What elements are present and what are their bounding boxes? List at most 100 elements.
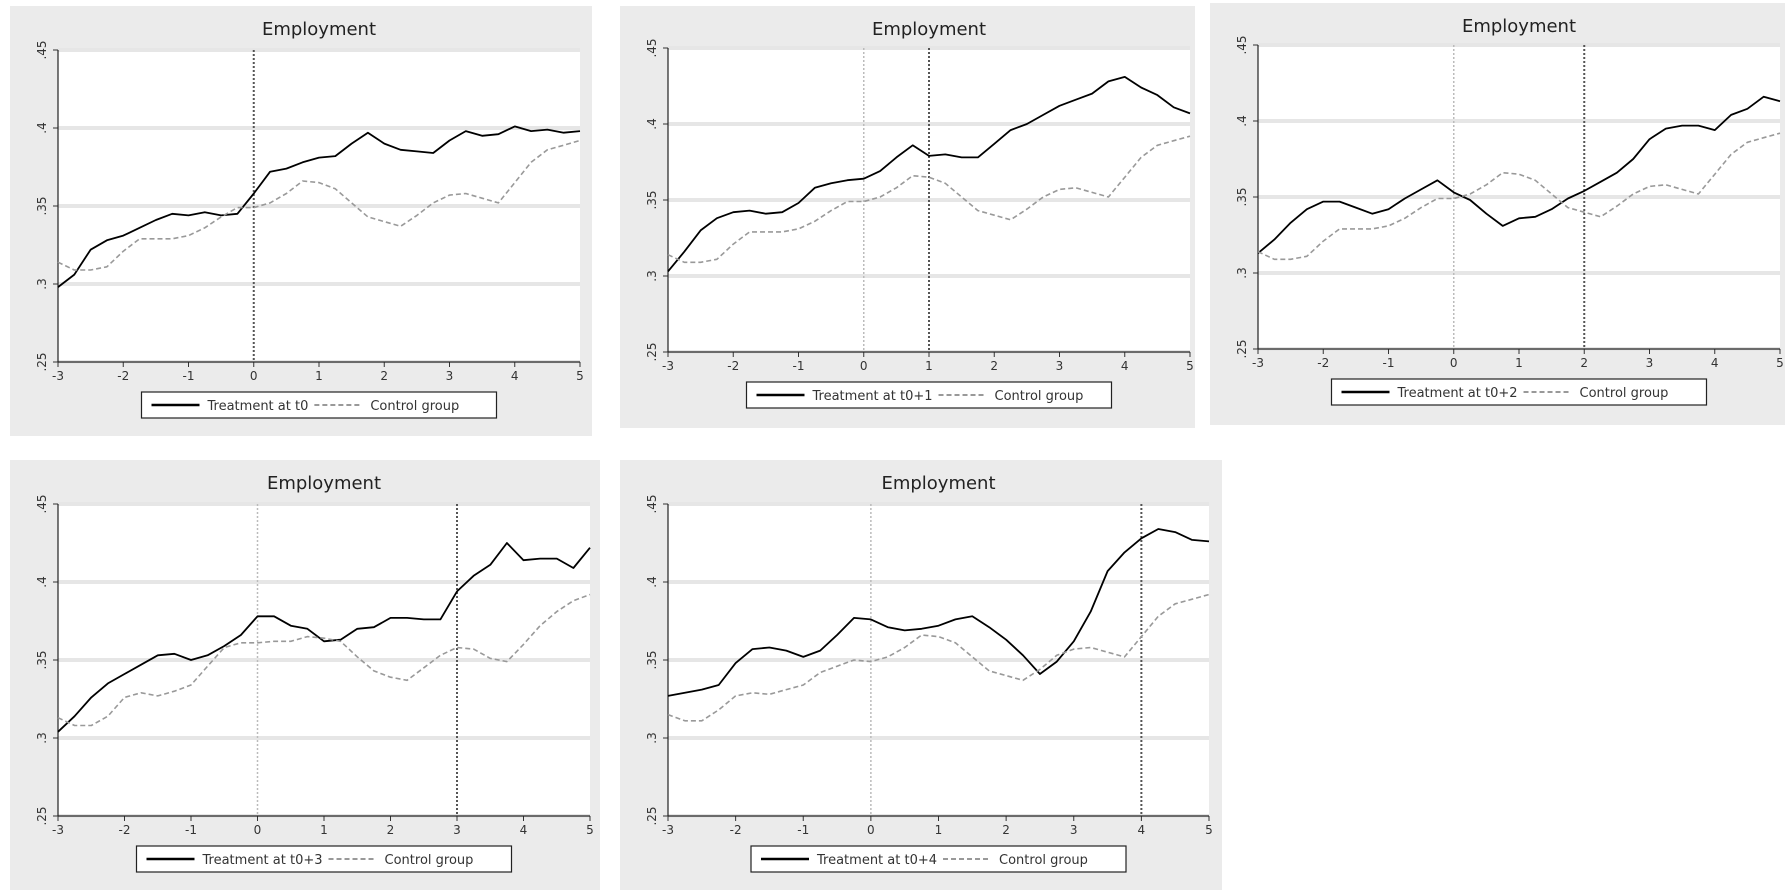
- x-tick-label: 3: [453, 823, 461, 837]
- legend-label: Treatment at t0+4: [816, 853, 937, 868]
- y-tick-label: .3: [35, 278, 49, 289]
- x-tick-label: 5: [576, 369, 584, 383]
- legend-label: Control group: [370, 399, 459, 414]
- x-tick-label: 3: [446, 369, 454, 383]
- y-tick-label: .45: [35, 40, 49, 59]
- x-tick-label: -1: [797, 823, 809, 837]
- y-tick-label: .35: [645, 650, 659, 669]
- x-tick-label: 1: [1515, 356, 1523, 370]
- x-tick-label: -2: [730, 823, 742, 837]
- x-tick-label: 0: [1450, 356, 1458, 370]
- chart-title: Employment: [262, 19, 376, 40]
- y-tick-label: .45: [645, 494, 659, 513]
- x-tick-label: 5: [1205, 823, 1213, 837]
- legend: Treatment at t0+3 Control group: [135, 845, 513, 873]
- chart-panel-employment-t0-plus-1: .25 .3 .35 .4 .45 -3 -2 -1 0 1 2 3 4 5 Employment Treat…: [620, 6, 1195, 428]
- x-tick-label: 3: [1070, 823, 1078, 837]
- chart-panel-employment-t0-plus-2: .25 .3 .35 .4 .45 -3 -2 -1 0 1 2 3 4 5 Employment Treat…: [1210, 3, 1785, 425]
- x-tick-label: 5: [1186, 359, 1194, 373]
- legend-label: Control group: [385, 853, 474, 868]
- x-tick-label: 2: [990, 359, 998, 373]
- x-tick-label: 0: [860, 359, 868, 373]
- legend: Treatment at t0+4 Control group: [750, 845, 1127, 873]
- series-line-treatment: [667, 76, 1191, 272]
- series-line-control: [1257, 132, 1781, 261]
- y-tick-label: .25: [1235, 339, 1249, 358]
- x-tick-label: 1: [320, 823, 328, 837]
- y-tick-label: .3: [1235, 267, 1249, 278]
- x-tick-label: -3: [52, 369, 64, 383]
- legend-box: [135, 845, 513, 873]
- chart-svg: .25 .3 .35 .4 .45 -3 -2 -1 0 1 2 3 4 5 Employment Treat…: [1235, 16, 1784, 406]
- x-tick-label: -3: [662, 823, 674, 837]
- x-tick-label: -2: [117, 369, 129, 383]
- chart-title: Employment: [267, 473, 381, 494]
- legend-box: [745, 381, 1113, 409]
- x-tick-label: -1: [793, 359, 805, 373]
- x-tick-label: 3: [1646, 356, 1654, 370]
- y-tick-label: .4: [35, 576, 49, 587]
- series-line-treatment: [57, 542, 591, 733]
- y-tick-label: .3: [645, 270, 659, 281]
- x-tick-label: 4: [1138, 823, 1146, 837]
- y-tick-label: .3: [645, 732, 659, 743]
- legend: Treatment at t0+2 Control group: [1330, 378, 1708, 406]
- y-tick-label: .35: [1235, 187, 1249, 206]
- y-tick-label: .25: [35, 806, 49, 825]
- x-tick-label: -1: [185, 823, 197, 837]
- legend-label: Treatment at t0+3: [202, 853, 323, 868]
- x-tick-label: 4: [511, 369, 519, 383]
- legend-label: Treatment at t0: [207, 399, 309, 414]
- legend: Treatment at t0 Control group: [140, 391, 498, 419]
- legend: Treatment at t0+1 Control group: [745, 381, 1113, 409]
- chart-svg: .25 .3 .35 .4 .45 -3 -2 -1 0 1 2 3 4 5 Employment Treat…: [35, 473, 594, 873]
- series-line-control: [57, 139, 581, 271]
- x-tick-label: 3: [1056, 359, 1064, 373]
- y-tick-label: .25: [645, 342, 659, 361]
- x-tick-label: 1: [935, 823, 943, 837]
- x-tick-label: 0: [254, 823, 262, 837]
- chart-svg: .25 .3 .35 .4 .45 -3 -2 -1 0 1 2 3 4 5 Employment Treat…: [35, 19, 584, 419]
- y-tick-label: .3: [35, 732, 49, 743]
- chart-panel-employment-t0-plus-4: .25 .3 .35 .4 .45 -3 -2 -1 0 1 2 3 4 5 Employment Treat…: [620, 460, 1222, 890]
- chart-title: Employment: [881, 473, 995, 494]
- y-tick-label: .4: [645, 576, 659, 587]
- x-tick-label: -2: [1317, 356, 1329, 370]
- chart-panel-employment-t0: .25 .3 .35 .4 .45 -3 -2 -1 0 1 2 3 4 5 Employment Treat…: [10, 6, 592, 436]
- y-tick-label: .35: [35, 650, 49, 669]
- y-tick-label: .35: [645, 190, 659, 209]
- chart-svg: .25 .3 .35 .4 .45 -3 -2 -1 0 1 2 3 4 5 Employment Treat…: [645, 473, 1213, 873]
- chart-svg: .25 .3 .35 .4 .45 -3 -2 -1 0 1 2 3 4 5 Employment Treat…: [645, 19, 1194, 409]
- legend-label: Treatment at t0+1: [812, 389, 933, 404]
- x-tick-label: -3: [52, 823, 64, 837]
- legend-label: Control group: [1580, 386, 1669, 401]
- y-tick-label: .4: [1235, 115, 1249, 126]
- x-tick-label: 2: [387, 823, 395, 837]
- y-tick-label: .45: [1235, 35, 1249, 54]
- x-tick-label: 5: [586, 823, 594, 837]
- chart-panel-employment-t0-plus-3: .25 .3 .35 .4 .45 -3 -2 -1 0 1 2 3 4 5 Employment Treat…: [10, 460, 600, 890]
- series-line-control: [667, 135, 1191, 264]
- series-line-treatment: [1257, 95, 1781, 254]
- series-line-control: [57, 593, 591, 727]
- y-tick-label: .35: [35, 196, 49, 215]
- x-tick-label: -3: [1252, 356, 1264, 370]
- y-tick-label: .25: [645, 806, 659, 825]
- x-tick-label: 2: [1580, 356, 1588, 370]
- series-line-treatment: [667, 528, 1210, 697]
- x-tick-label: 1: [925, 359, 933, 373]
- series-line-control: [667, 593, 1210, 722]
- x-tick-label: 1: [315, 369, 323, 383]
- legend-label: Control group: [995, 389, 1084, 404]
- x-tick-label: 2: [1002, 823, 1010, 837]
- x-tick-label: 4: [1121, 359, 1129, 373]
- x-tick-label: 2: [380, 369, 388, 383]
- y-tick-label: .4: [645, 118, 659, 129]
- x-tick-label: 4: [520, 823, 528, 837]
- x-tick-label: 4: [1711, 356, 1719, 370]
- chart-title: Employment: [1462, 16, 1576, 37]
- x-tick-label: 5: [1776, 356, 1784, 370]
- series-line-treatment: [57, 125, 581, 288]
- y-tick-label: .45: [35, 494, 49, 513]
- legend-box: [750, 845, 1127, 873]
